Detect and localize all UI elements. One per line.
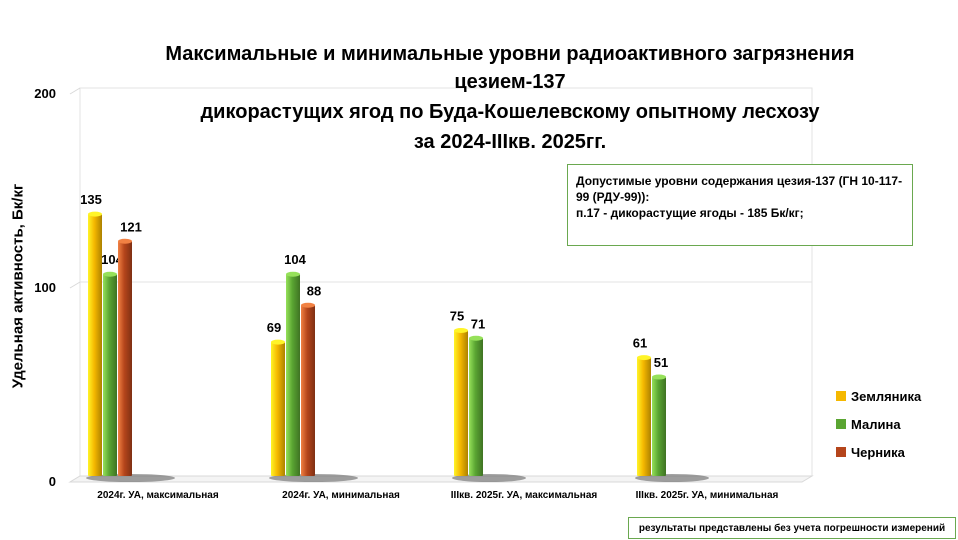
y-axis-label: Удельная активность, Бк/кг	[9, 183, 27, 389]
y-tick-label: 100	[34, 280, 56, 295]
legend-item-raspberry: Малина	[836, 410, 921, 438]
data-label: 51	[654, 355, 668, 370]
bar	[301, 305, 315, 476]
bar-top	[271, 339, 285, 345]
note-line-1: Допустимые уровни содержания цезия-137 (…	[576, 174, 903, 204]
x-tick-label: 2024г. УА, максимальная	[97, 490, 219, 501]
bar	[454, 330, 468, 476]
bar	[286, 274, 300, 476]
grid-line-depth	[69, 281, 81, 289]
chart-title-line-1: Максимальные и минимальные уровни радиоа…	[165, 43, 855, 65]
legend-label-blueberry: Черника	[851, 444, 905, 460]
data-label: 121	[120, 219, 142, 234]
legend-swatch-blueberry	[836, 447, 846, 457]
bar-top	[286, 271, 300, 277]
footer-note: результаты представлены без учета погреш…	[628, 517, 956, 539]
data-label: 69	[267, 320, 281, 335]
permissible-levels-note: Допустимые уровни содержания цезия-137 (…	[567, 164, 913, 246]
legend: Земляника Малина Черника	[836, 382, 921, 466]
bar	[118, 241, 132, 476]
x-tick-label: IIIкв. 2025г. УА, минимальная	[636, 490, 779, 501]
data-label: 61	[633, 336, 647, 351]
y-tick-label: 200	[34, 86, 56, 101]
data-label: 135	[80, 192, 102, 207]
grid-line-depth	[69, 87, 81, 95]
legend-item-blueberry: Черника	[836, 438, 921, 466]
bar	[88, 214, 102, 476]
data-label: 104	[101, 252, 123, 267]
data-label: 88	[307, 283, 321, 298]
note-line-2: п.17 - дикорастущие ягоды - 185 Бк/кг;	[576, 206, 804, 220]
bar	[652, 377, 666, 476]
y-tick-label: 0	[49, 474, 56, 489]
legend-swatch-strawberry	[836, 391, 846, 401]
chart-title-line-2: цезием-137	[454, 71, 566, 93]
data-label: 75	[450, 309, 464, 324]
legend-label-strawberry: Земляника	[851, 388, 922, 404]
data-label: 104	[284, 252, 306, 267]
bar	[637, 357, 651, 476]
bar-top	[469, 335, 483, 341]
bar-top	[454, 328, 468, 333]
legend-swatch-raspberry	[836, 419, 846, 429]
chart-title-line-4: за 2024-IIIкв. 2025гг.	[413, 131, 607, 153]
bar-top	[118, 238, 132, 244]
bar-top	[301, 302, 315, 308]
bar	[271, 342, 285, 476]
x-tick-label: 2024г. УА, минимальная	[282, 490, 400, 501]
legend-label-raspberry: Малина	[851, 416, 901, 432]
bar-top	[103, 271, 117, 277]
x-tick-label: IIIкв. 2025г. УА, максимальная	[451, 490, 598, 501]
bar-top	[652, 374, 666, 380]
data-label: 71	[471, 316, 485, 331]
bar-top	[637, 355, 651, 361]
chart-title-line-3: дикорастущих ягод по Буда-Кошелевскому о…	[200, 101, 820, 123]
bar-top	[88, 211, 102, 217]
legend-item-strawberry: Земляника	[836, 382, 921, 410]
bar	[469, 338, 483, 476]
chart-floor	[68, 475, 814, 483]
bar	[103, 274, 117, 476]
